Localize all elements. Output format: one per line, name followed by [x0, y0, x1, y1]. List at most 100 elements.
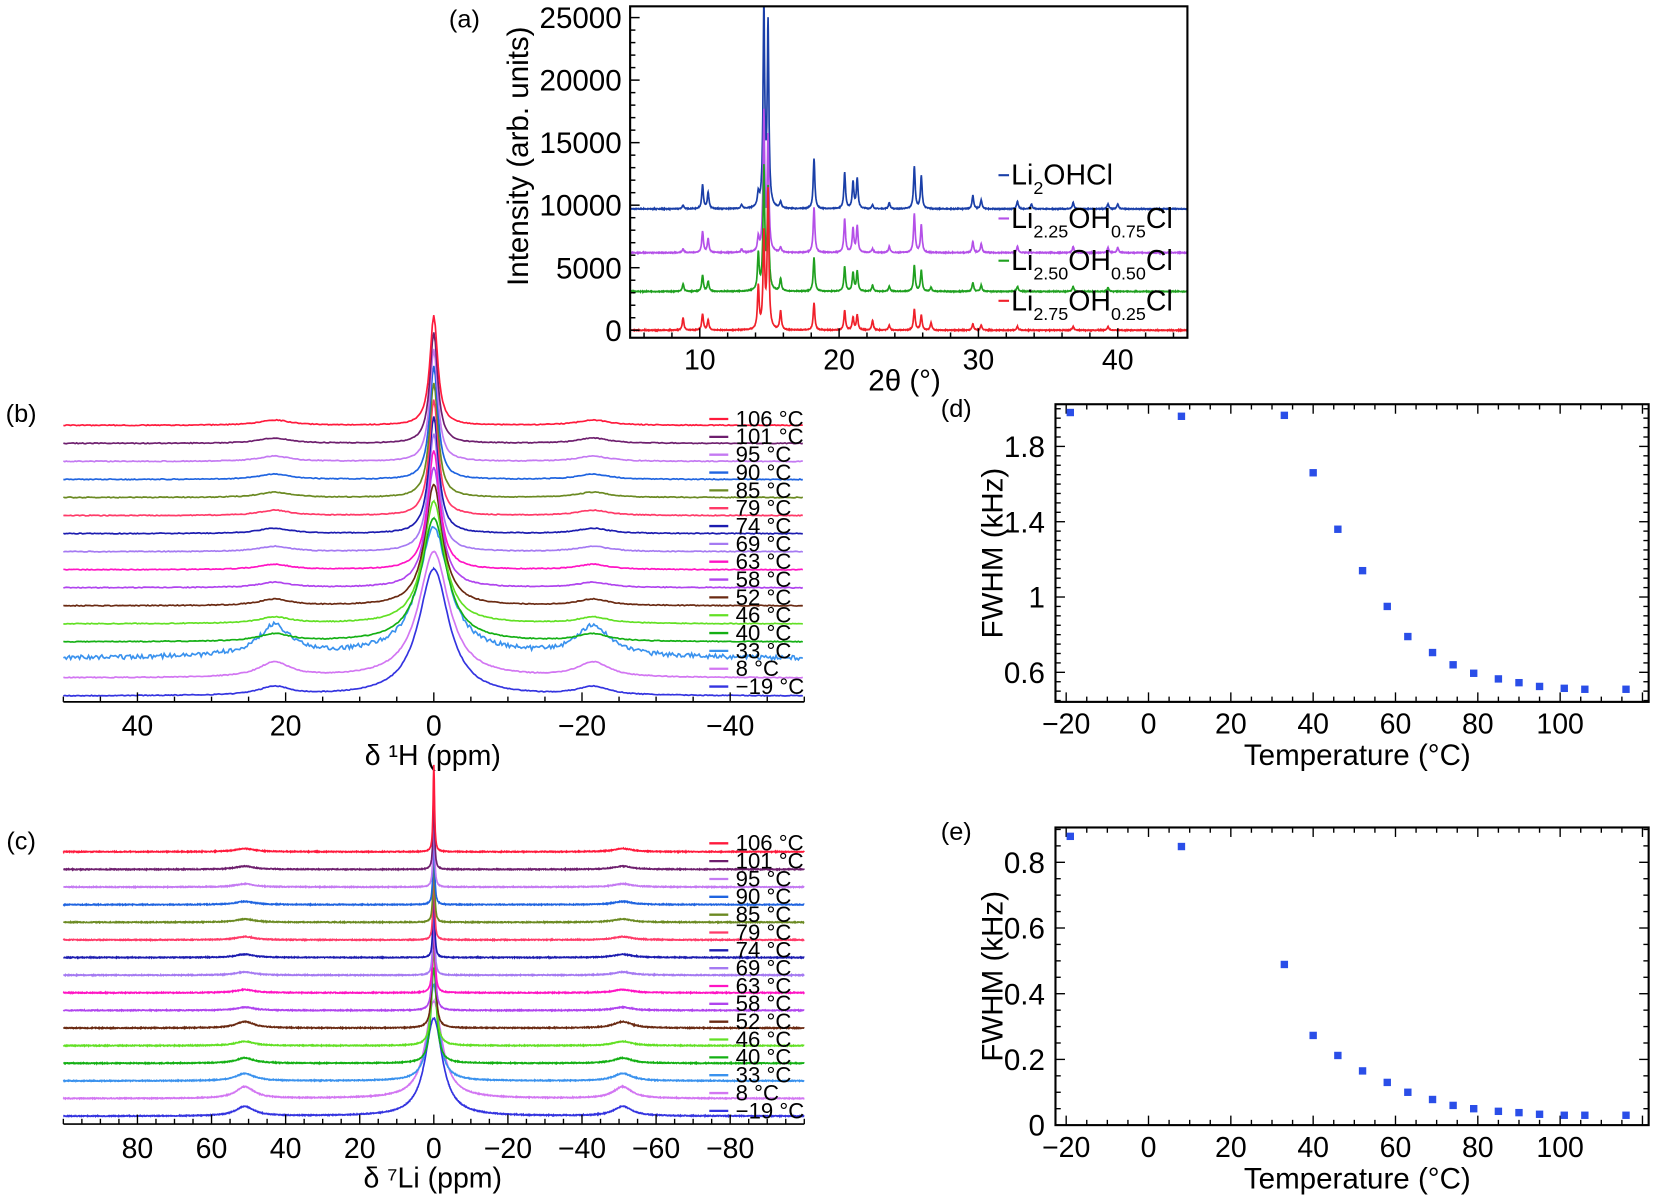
x-tick-label: −40: [558, 1133, 606, 1165]
x-tick-label: −80: [706, 1133, 754, 1165]
data-point: [1334, 525, 1342, 533]
x-tick-label: 0: [426, 711, 442, 743]
legend-entry-a: Li2.25OH0.75Cl: [1011, 203, 1173, 241]
legend-label: −19 °C: [736, 674, 805, 699]
x-tick-label: 0: [1141, 1132, 1157, 1164]
x-tick-label: 0: [1141, 709, 1157, 741]
data-point: [1494, 1107, 1503, 1116]
spectrum-33C: [63, 525, 804, 662]
data-point: [1428, 648, 1437, 657]
legend-entry-a: Li2.75OH0.25Cl: [1011, 285, 1173, 323]
x-tick-label: 20: [270, 711, 302, 743]
legend-label: 79 °C: [736, 496, 792, 521]
data-point: [1470, 669, 1478, 677]
x-tick-label: 80: [1462, 1132, 1494, 1164]
data-point: [1309, 1031, 1317, 1040]
legend-label: 33 °C: [736, 638, 792, 663]
legend-label: 101 °C: [736, 424, 804, 449]
x-tick-label: 20: [1215, 709, 1247, 741]
data-point: [1428, 1095, 1437, 1104]
data-point: [1535, 682, 1544, 691]
data-point: [1449, 661, 1457, 669]
xrd-trace-3: [630, 187, 1188, 333]
spectrum-−19C: [63, 1016, 805, 1119]
spectrum-63C: [63, 450, 804, 571]
legend-label: 33 °C: [736, 1063, 792, 1088]
frame-panel-d: [1054, 403, 1650, 703]
legend-label: 46 °C: [736, 1027, 792, 1052]
legend-subscript: 2: [1033, 178, 1043, 198]
legend-label: 69 °C: [736, 531, 792, 556]
legend-label: −19 °C: [736, 1098, 805, 1123]
spectrum-46C: [63, 499, 803, 625]
spectrum-46C: [62, 950, 805, 1048]
panel-e-7li-fwhm: −20 0 20 40 60 80 10000.20.40.60.8Temperature …: [941, 818, 1650, 1195]
legend-text: Cl: [1146, 285, 1173, 317]
data-point: [1177, 412, 1186, 420]
data-point: [1404, 632, 1412, 641]
x-tick-label: 60: [1380, 1132, 1412, 1164]
legend-text: Li: [1011, 245, 1033, 277]
legend-label: 58 °C: [736, 991, 792, 1016]
x-tick-label: 20: [344, 1133, 376, 1165]
legend-text: OH: [1068, 203, 1111, 235]
x-tick-label: 40: [1297, 1132, 1329, 1164]
legend-text: Cl: [1146, 203, 1173, 235]
spectrum-90C: [63, 365, 803, 481]
spectrum-40C: [63, 516, 803, 643]
data-point: [1515, 678, 1523, 687]
x-axis-label: δ ⁷Li (ppm): [363, 1162, 502, 1194]
y-tick-label: 0.6: [1004, 657, 1045, 690]
x-tick-label-a: 10: [684, 344, 716, 376]
data-point: [1622, 1111, 1630, 1119]
panel-label: (e): [941, 818, 972, 846]
legend-label: 40 °C: [736, 620, 792, 645]
y-tick-label-a: 5000: [556, 252, 622, 285]
legend-label: 74 °C: [736, 513, 792, 538]
panel-c-7li-nmr: 80 60 40 20 0 −20 −40 −60 −80 δ ⁷Li (ppm) (c) 106 °…: [6, 764, 805, 1194]
data-point: [1581, 1111, 1589, 1119]
data-point: [1280, 411, 1289, 420]
legend-label: 52 °C: [736, 585, 792, 610]
data-point: [1383, 602, 1391, 611]
x-tick-label: 60: [196, 1133, 228, 1165]
spectrum-69C: [63, 433, 804, 553]
legend-label: 69 °C: [736, 956, 792, 981]
spectrum-106C: [63, 315, 803, 427]
data-point: [1560, 1111, 1568, 1119]
legend-text: Li: [1011, 203, 1033, 235]
legend-label: 85 °C: [736, 902, 792, 927]
spectrum-101C: [63, 332, 803, 445]
panel-d-1h-fwhm: −20 0 20 40 60 80 100 0.6 1 1.4 1.8 Temperature (°C…: [941, 395, 1650, 772]
data-point: [1066, 408, 1074, 417]
y-axis-label: FWHM (kHz): [977, 468, 1010, 639]
x-tick-label: −20: [484, 1133, 532, 1165]
data-point: [1560, 684, 1568, 693]
panel-label: (d): [941, 395, 972, 423]
spectrum-52C: [62, 933, 805, 1031]
x-tick-label-a: 20: [823, 344, 855, 376]
legend-subscript: 0.75: [1111, 221, 1146, 241]
legend-label: 95 °C: [736, 442, 792, 467]
legend-subscript: 2.50: [1033, 264, 1068, 284]
y-tick-label-a: 15000: [540, 127, 622, 160]
data-point: [1404, 1088, 1412, 1096]
x-tick-label: −40: [706, 711, 754, 743]
legend-label: 52 °C: [736, 1009, 792, 1034]
legend-label: 8 °C: [736, 656, 779, 681]
panel-label-a: (a): [449, 5, 480, 33]
spectrum-58C: [62, 917, 805, 1013]
data-point: [1494, 675, 1503, 683]
y-tick-label: 1: [1028, 582, 1044, 615]
spectrum-−19C: [63, 566, 803, 697]
legend-subscript: 0.50: [1111, 264, 1146, 284]
data-point: [1358, 1067, 1367, 1075]
data-point: [1334, 1051, 1342, 1060]
y-tick-label-a: 25000: [540, 2, 622, 35]
y-tick-label: 0.2: [1004, 1044, 1045, 1077]
xrd-trace-2: [630, 164, 1188, 295]
legend-text: OH: [1068, 285, 1111, 317]
x-tick-label: −20: [1042, 709, 1090, 741]
panel-label: (c): [6, 828, 36, 856]
spectrum-58C: [63, 466, 804, 590]
